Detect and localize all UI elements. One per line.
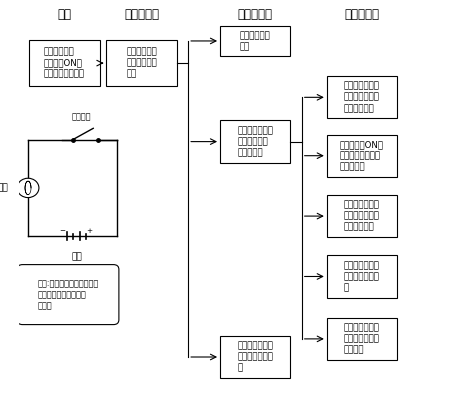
FancyBboxPatch shape: [327, 76, 397, 118]
Text: 電球が切れて
いる: 電球が切れて いる: [240, 31, 271, 51]
Text: 電池: 電池: [72, 252, 82, 261]
Text: スイッチをONに
してもスイッチが
導通しない: スイッチをONに してもスイッチが 導通しない: [340, 140, 384, 171]
Text: なぜ（１）: なぜ（１）: [124, 8, 159, 21]
Text: 電球: 電球: [0, 183, 9, 192]
FancyBboxPatch shape: [327, 135, 397, 177]
Text: 現象: 現象: [57, 8, 72, 21]
Circle shape: [17, 178, 39, 198]
Text: +: +: [87, 228, 92, 234]
Text: スイッチ: スイッチ: [71, 112, 91, 122]
Text: スイッチから電
池までの間に電
流が流れない: スイッチから電 池までの間に電 流が流れない: [344, 200, 380, 231]
Text: 懐中電灯のス
イッチをONに
しても点灯しない: 懐中電灯のス イッチをONに しても点灯しない: [44, 48, 85, 79]
FancyBboxPatch shape: [327, 318, 397, 360]
Text: 電池の電圧・電
流容量が足りな
い: 電池の電圧・電 流容量が足りな い: [237, 341, 273, 372]
Text: 前提:複数個の電池は正しい
向きに入っているもの
とする: 前提:複数個の電池は正しい 向きに入っているもの とする: [37, 279, 99, 310]
Text: なぜ（２）: なぜ（２）: [237, 8, 273, 21]
Text: 電池から電球ま
での間で電流
が流れない: 電池から電球ま での間で電流 が流れない: [237, 126, 273, 157]
FancyBboxPatch shape: [220, 336, 291, 378]
FancyBboxPatch shape: [29, 40, 100, 86]
Text: なぜ（３）: なぜ（３）: [345, 8, 380, 21]
FancyBboxPatch shape: [17, 265, 119, 324]
Text: 電球からスイッ
チまでの間に電
流が流れない: 電球からスイッ チまでの間に電 流が流れない: [344, 82, 380, 113]
Text: 電池から電球ま
での間に電流が
流れない: 電池から電球ま での間に電流が 流れない: [344, 323, 380, 354]
Text: 電池と電池の間
に電流が流れな
い: 電池と電池の間 に電流が流れな い: [344, 261, 380, 292]
FancyBboxPatch shape: [106, 40, 177, 86]
FancyBboxPatch shape: [327, 255, 397, 298]
FancyBboxPatch shape: [327, 195, 397, 237]
FancyBboxPatch shape: [220, 26, 291, 56]
FancyBboxPatch shape: [220, 120, 291, 163]
Text: 電球に所定量
の電流が流れ
ない: 電球に所定量 の電流が流れ ない: [126, 48, 157, 79]
Text: −: −: [59, 227, 65, 234]
